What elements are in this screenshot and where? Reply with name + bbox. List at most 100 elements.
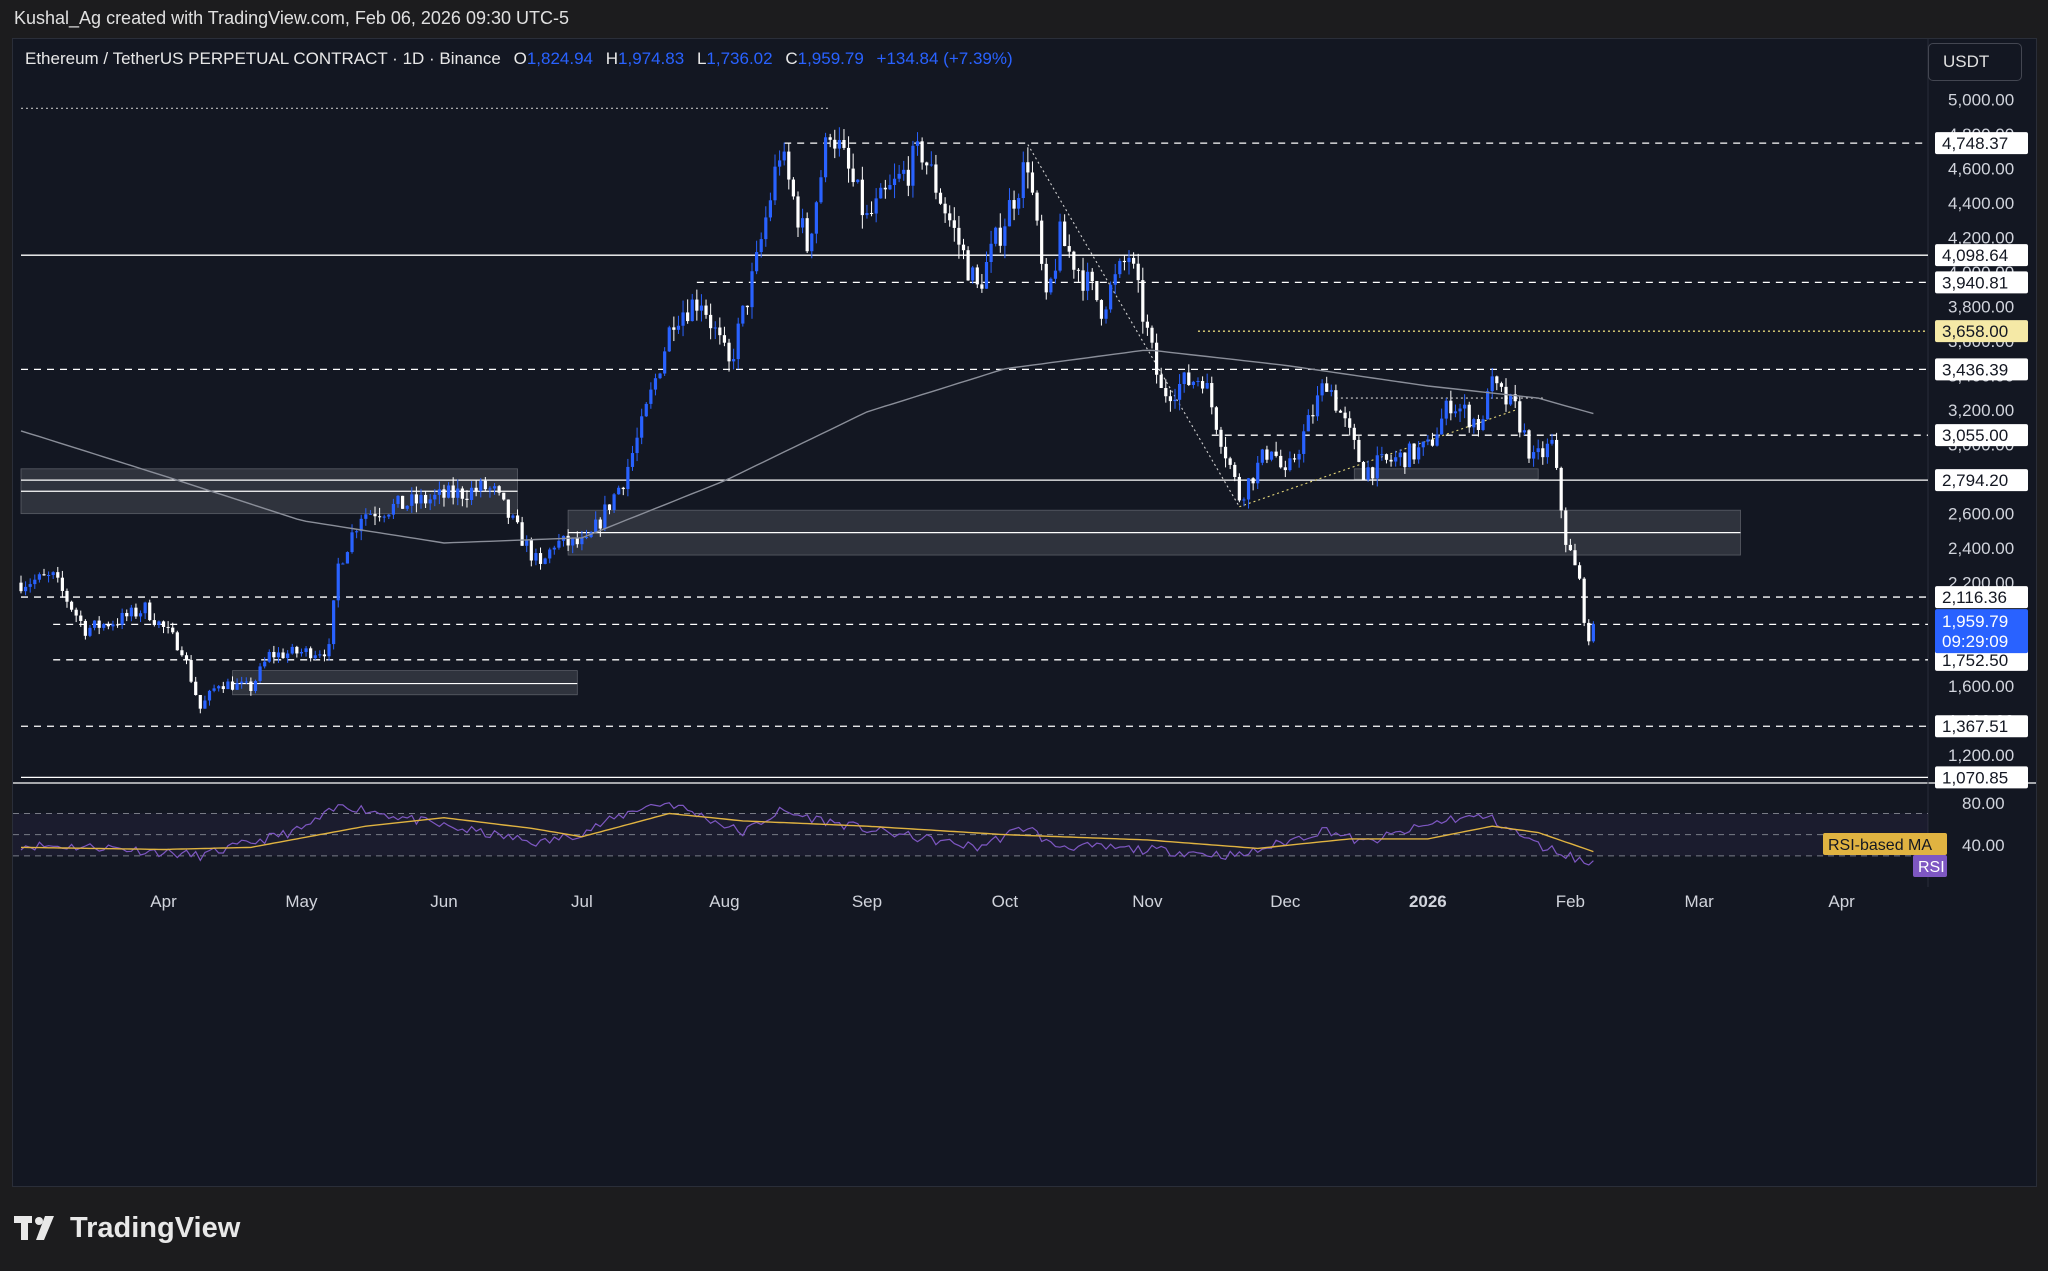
price-level-badge [1935,424,2028,447]
candle-up [437,489,441,495]
candle-down [883,187,887,190]
candle-down [1145,321,1150,328]
candle-down [97,620,101,628]
candle-down [1076,269,1081,271]
candle-down [1132,257,1136,264]
candle-up [1453,411,1458,414]
candle-down [1513,394,1517,402]
price-chart[interactable]: 1,200.001,400.001,600.001,800.002,000.00… [13,39,2036,1186]
rsi-ma-line [21,812,1594,853]
candle-up [658,373,662,379]
candle-up [584,537,589,539]
candle-up [1021,162,1025,199]
y-axis-tick-label: 3,800.00 [1948,298,2014,317]
candle-down [1035,192,1039,221]
candle-down [943,203,947,214]
candle-down [230,681,235,690]
candle-down [1251,478,1255,484]
x-axis-tick-label: May [285,892,318,911]
candle-down [1361,461,1366,480]
candle-up [699,305,704,311]
candle-down [869,212,874,214]
candle-up [1053,270,1058,279]
candle-up [1481,419,1485,430]
candle-down [1371,467,1375,479]
candle-up [138,613,143,617]
candle-down [1587,622,1591,642]
candle-down [221,686,225,690]
candle-down [598,519,602,529]
candle-up [543,558,547,564]
candle-down [1389,459,1393,462]
candle-up [299,651,304,654]
price-level-label: 2,116.36 [1942,588,2007,607]
candle-up [902,169,906,174]
candle-down [423,494,428,504]
candle-up [1058,221,1062,271]
candle-up [594,519,598,533]
candle-down [846,147,851,169]
candle-down [465,498,469,500]
candle-down [860,179,864,216]
candle-down [934,164,938,193]
candle-up [1315,395,1320,417]
candle-up [226,681,230,690]
candle-up [410,494,414,506]
candle-down [309,648,313,659]
candle-up [368,513,373,515]
candle-up [253,680,258,691]
chart-frame[interactable]: 1,200.001,400.001,600.001,800.002,000.00… [12,38,2037,1187]
candle-down [281,652,285,659]
candle-up [1366,467,1370,480]
candle-down [529,540,533,561]
candle-down [1040,220,1044,264]
candle-down [1063,221,1067,247]
candle-down [175,632,179,651]
candle-down [722,335,727,343]
candle-up [681,312,685,326]
candle-up [1256,462,1260,484]
candle-up [203,700,207,709]
candle-up [1177,384,1182,400]
candle-down [125,612,129,617]
candle-down [906,169,910,186]
candle-up [1007,200,1012,227]
price-level-badge [1935,132,2028,155]
candle-down [1311,415,1315,417]
candle-down [833,139,837,149]
candle-down [727,342,731,362]
candle-down [575,538,579,545]
candle-down [1403,452,1407,468]
price-level-badge [1935,358,2028,381]
candle-down [686,312,690,322]
candle-down [1334,390,1338,411]
candle-up [1375,455,1379,479]
candle-up [258,666,262,681]
currency-selector[interactable]: USDT [1928,43,2022,81]
candle-down [1210,383,1214,408]
candle-up [313,655,317,659]
candle-down [791,179,795,197]
candle-up [667,327,671,352]
candle-up [874,198,878,214]
candle-up [143,602,147,614]
candle-up [525,540,529,546]
candle-down [851,168,855,183]
candle-down [1012,200,1016,209]
candle-up [286,653,290,659]
candle-up [888,185,892,190]
candle-up [1246,478,1251,500]
candle-up [318,654,322,656]
candle-up [276,652,281,658]
candle-down [975,267,979,285]
candle-up [782,151,786,161]
candle-up [879,187,883,199]
candle-up [1417,447,1421,460]
candle-down [842,139,846,148]
candle-down [474,487,478,491]
candle-up [1242,499,1246,501]
candle-up [405,505,409,509]
candle-up [129,607,133,617]
candle-up [1260,449,1264,463]
candle-down [180,650,184,656]
